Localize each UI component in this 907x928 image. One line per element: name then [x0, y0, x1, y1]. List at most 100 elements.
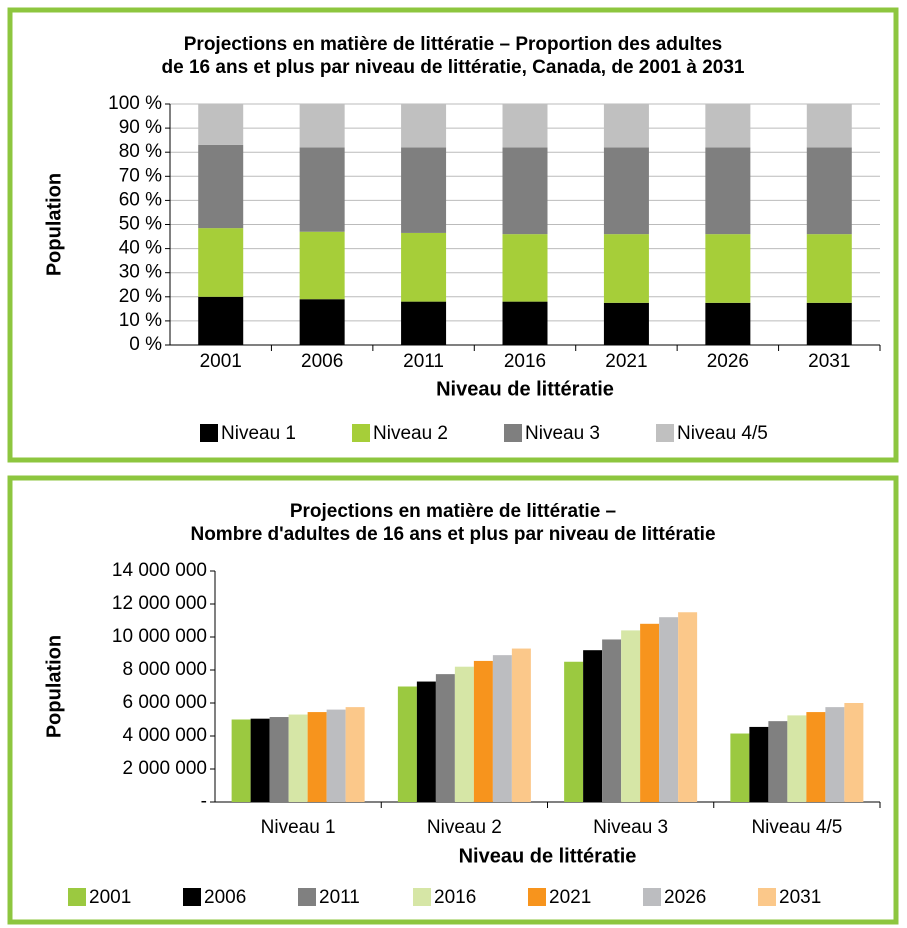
y-tick-label: 60 %: [119, 189, 162, 210]
bar-segment: [299, 104, 345, 148]
legend-label: 2021: [549, 887, 591, 908]
x-axis-title: Niveau de littératie: [459, 845, 637, 867]
bar-segment: [401, 232, 447, 302]
legend-label: Niveau 1: [221, 423, 296, 444]
bar: [825, 707, 845, 802]
legend-swatch: [528, 888, 546, 906]
bar: [269, 717, 289, 802]
y-axis-title: Population: [43, 635, 65, 738]
y-tick-label: 30 %: [119, 262, 162, 283]
y-tick-label: -: [201, 791, 207, 812]
bar: [640, 623, 660, 802]
x-tick-label: Niveau 4/5: [751, 817, 842, 838]
x-tick-label: 2026: [707, 351, 749, 372]
y-tick-label: 100 %: [108, 93, 162, 114]
bar-segment: [198, 104, 244, 145]
chart-title: Nombre d'adultes de 16 ans et plus par n…: [190, 524, 715, 545]
bar-segment: [502, 301, 548, 345]
x-tick-label: Niveau 1: [261, 817, 336, 838]
y-tick-label: 8 000 000: [122, 659, 207, 680]
bar-segment: [705, 302, 751, 345]
x-tick-label: 2011: [403, 351, 444, 372]
bar-segment: [401, 301, 447, 345]
y-tick-label: 12 000 000: [112, 593, 207, 614]
y-tick-label: 70 %: [119, 165, 162, 186]
bar-segment: [198, 228, 244, 297]
bar: [435, 674, 455, 802]
legend-label: 2006: [204, 887, 246, 908]
bar-segment: [603, 234, 649, 303]
y-tick-label: 6 000 000: [122, 692, 207, 713]
bar: [416, 681, 436, 802]
bar-segment: [401, 147, 447, 233]
bar: [345, 707, 365, 802]
bar-segment: [603, 302, 649, 345]
bar-segment: [299, 231, 345, 300]
bar: [678, 612, 698, 802]
bar: [787, 715, 807, 802]
bar: [397, 686, 417, 802]
x-tick-label: 2016: [504, 351, 546, 372]
y-tick-label: 14 000 000: [112, 560, 207, 581]
x-axis-title: Niveau de littératie: [436, 378, 614, 400]
legend-label: 2031: [779, 887, 821, 908]
legend-swatch: [504, 424, 522, 442]
bar-segment: [198, 296, 244, 345]
bar-segment: [705, 234, 751, 303]
bar: [749, 726, 769, 802]
bar-segment: [603, 104, 649, 148]
legend-swatch: [758, 888, 776, 906]
bar-segment: [502, 234, 548, 302]
legend-label: 2016: [434, 887, 476, 908]
y-tick-label: 80 %: [119, 141, 162, 162]
legend-label: Niveau 3: [525, 423, 600, 444]
chart-title: Projections en matière de littératie – P…: [184, 34, 722, 55]
y-axis-title: Population: [43, 173, 65, 276]
x-tick-label: 2021: [605, 351, 647, 372]
x-tick-label: 2006: [301, 351, 343, 372]
legend-label: 2001: [89, 887, 131, 908]
bar: [307, 712, 327, 802]
bar-segment: [502, 147, 548, 235]
bar: [730, 733, 750, 802]
bar: [583, 650, 603, 802]
bar: [621, 630, 641, 802]
bar-segment: [198, 144, 244, 229]
chart-title: Projections en matière de littératie –: [290, 501, 616, 522]
y-tick-label: 10 %: [119, 310, 162, 331]
bar-segment: [806, 302, 852, 345]
bar: [492, 655, 512, 802]
legend-label: Niveau 2: [373, 423, 448, 444]
bar: [288, 714, 308, 802]
legend-swatch: [352, 424, 370, 442]
bar-segment: [603, 147, 649, 235]
bar: [454, 666, 474, 802]
legend-swatch: [656, 424, 674, 442]
bar-segment: [705, 147, 751, 235]
bar-segment: [806, 234, 852, 303]
x-tick-label: 2031: [808, 351, 850, 372]
bar: [844, 703, 864, 802]
legend-swatch: [413, 888, 431, 906]
bar: [473, 660, 493, 802]
bar-segment: [299, 299, 345, 345]
bar-segment: [705, 104, 751, 148]
bar-segment: [299, 147, 345, 232]
legend-swatch: [200, 424, 218, 442]
bar: [806, 712, 826, 802]
bar: [326, 709, 346, 802]
bar: [511, 648, 531, 802]
y-tick-label: 90 %: [119, 117, 162, 138]
bar: [250, 718, 270, 802]
legend-swatch: [643, 888, 661, 906]
legend-swatch: [68, 888, 86, 906]
bar-segment: [806, 147, 852, 235]
y-tick-label: 0 %: [129, 334, 162, 355]
bar-segment: [502, 104, 548, 148]
bar: [231, 719, 251, 802]
bar-segment: [806, 104, 852, 148]
legend-swatch: [183, 888, 201, 906]
bar: [659, 617, 679, 802]
legend-swatch: [298, 888, 316, 906]
